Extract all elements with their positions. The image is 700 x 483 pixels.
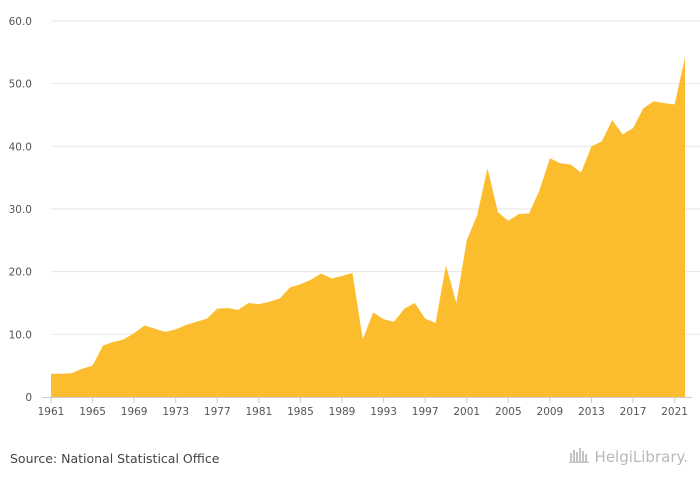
x-tick-label: 1997 — [412, 406, 439, 418]
y-axis-ticks: 0 10.0 20.0 30.0 40.0 50.0 60.0 — [9, 16, 32, 404]
x-tick-label: 1981 — [246, 406, 273, 418]
x-tick-label: 2001 — [453, 406, 480, 418]
y-tick-label: 20.0 — [9, 267, 32, 279]
x-tick-label: 2021 — [661, 406, 688, 418]
y-tick-label: 40.0 — [9, 141, 32, 153]
x-tick-label: 1961 — [38, 406, 65, 418]
brand-name: HelgiLibrary. — [594, 448, 688, 466]
brand-logo[interactable]: HelgiLibrary. — [568, 447, 688, 467]
series-area — [51, 57, 685, 397]
x-tick-label: 1977 — [204, 406, 231, 418]
x-tick-label: 2005 — [495, 406, 522, 418]
x-tick-label: 2017 — [620, 406, 647, 418]
x-tick-label: 1965 — [79, 406, 106, 418]
x-tick-label: 2009 — [537, 406, 564, 418]
x-tick-label: 1989 — [329, 406, 356, 418]
y-tick-label: 50.0 — [9, 79, 32, 91]
x-tick-label: 1973 — [162, 406, 189, 418]
x-tick-label: 1969 — [121, 406, 148, 418]
x-tick-label: 1993 — [370, 406, 397, 418]
x-axis-ticks: 1961 1965 1969 1973 1977 1981 1985 1989 1993 1997… — [38, 398, 688, 418]
y-tick-label: 60.0 — [9, 16, 32, 28]
source-note: Source: National Statistical Office — [10, 451, 220, 466]
area-chart: 010.020.030.040.050.060.0 1961 1965 1969 19… — [9, 16, 700, 418]
y-tick-label: 10.0 — [9, 329, 32, 341]
x-tick-label: 1985 — [287, 406, 314, 418]
y-tick-label: 0 — [25, 392, 32, 404]
y-tick-label: 30.0 — [9, 204, 32, 216]
library-icon — [568, 447, 591, 467]
x-tick-label: 2013 — [578, 406, 605, 418]
